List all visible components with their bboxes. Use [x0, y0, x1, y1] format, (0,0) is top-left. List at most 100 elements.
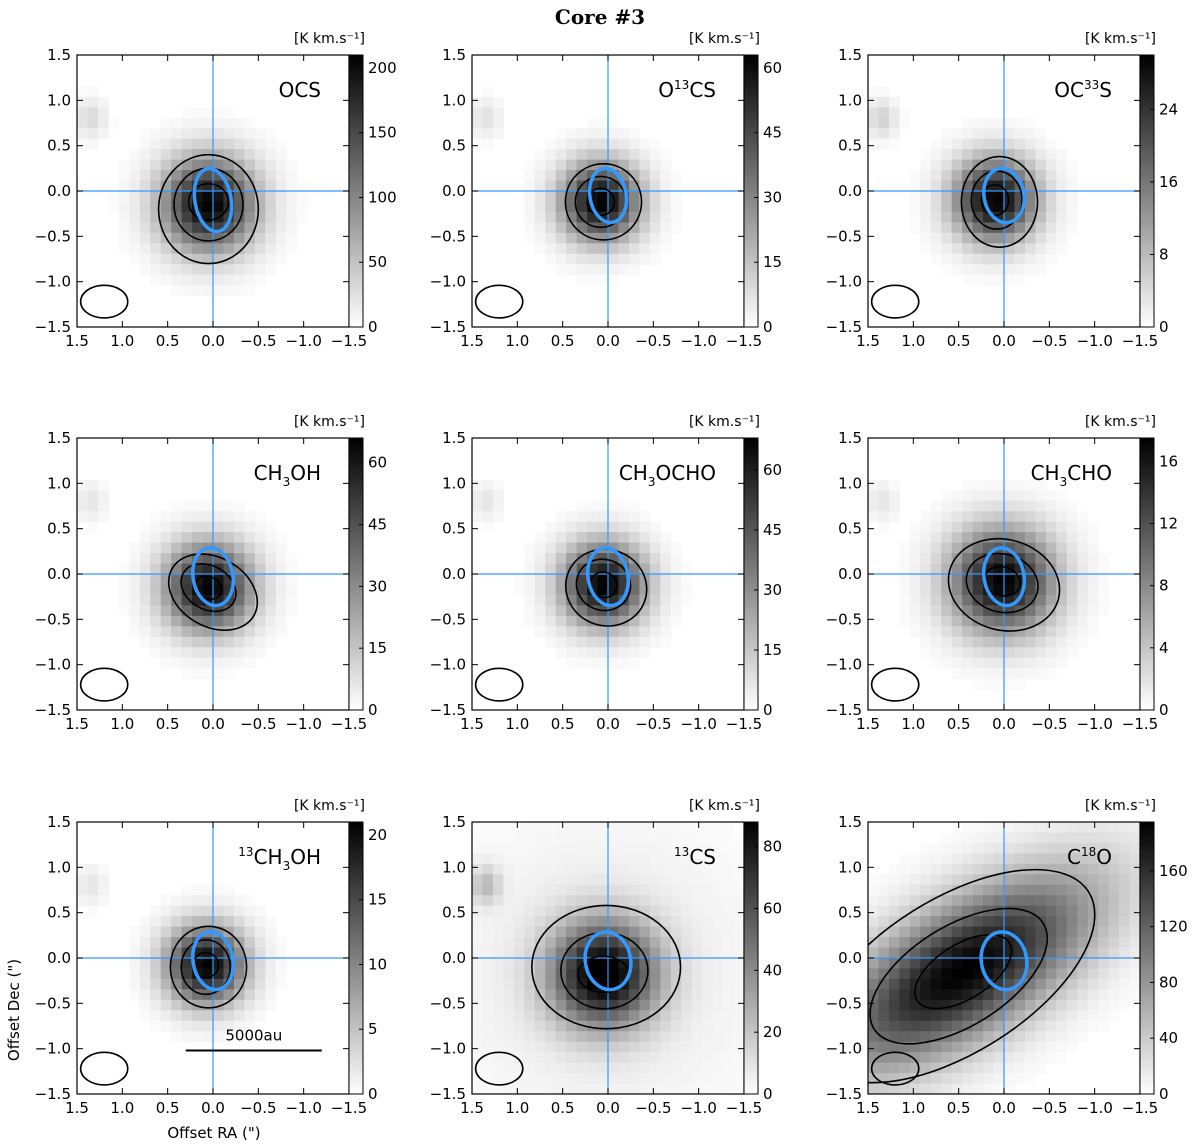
heatmap-cell: [587, 905, 599, 917]
heatmap-cell: [660, 594, 672, 606]
heatmap-cell: [566, 584, 578, 596]
heatmap-cell: [160, 170, 172, 182]
heatmap-cell: [941, 1073, 953, 1085]
heatmap-cell: [868, 500, 880, 512]
y-tick-label: 0.0: [442, 949, 466, 967]
heatmap-cell: [608, 832, 620, 844]
heatmap-cell: [503, 1031, 515, 1043]
heatmap-cell: [482, 1031, 494, 1043]
heatmap-cell: [233, 542, 245, 554]
heatmap-cell: [670, 842, 682, 854]
heatmap-cell: [868, 884, 880, 896]
heatmap-cell: [534, 853, 546, 865]
heatmap-cell: [1077, 1010, 1089, 1022]
heatmap-cell: [951, 253, 963, 265]
heatmap-cell: [566, 605, 578, 617]
heatmap-cell: [1014, 532, 1026, 544]
heatmap-cell: [181, 149, 193, 161]
heatmap-cell: [899, 884, 911, 896]
heatmap-cell: [941, 636, 953, 648]
heatmap-cell: [181, 884, 193, 896]
heatmap-cell: [1087, 926, 1099, 938]
heatmap-cell: [888, 96, 900, 108]
heatmap-cell: [670, 874, 682, 886]
heatmap-cell: [171, 916, 183, 928]
heatmap-cell: [930, 647, 942, 659]
heatmap-cell: [492, 1020, 504, 1032]
colorbar-tick-label: 0: [763, 1085, 773, 1103]
heatmap-cell: [118, 563, 130, 575]
heatmap-cell: [160, 584, 172, 596]
heatmap-cell: [597, 563, 609, 575]
heatmap-cell: [1098, 605, 1110, 617]
heatmap-cell: [993, 1041, 1005, 1053]
heatmap-cell: [597, 594, 609, 606]
heatmap-cell: [1014, 668, 1026, 680]
heatmap-cell: [597, 647, 609, 659]
heatmap-cell: [1077, 511, 1089, 523]
heatmap-cell: [608, 553, 620, 565]
heatmap-cell: [660, 822, 672, 834]
x-tick-label: 0.5: [156, 332, 180, 350]
heatmap-cell: [223, 636, 235, 648]
heatmap-cell: [503, 916, 515, 928]
heatmap-cell: [160, 511, 172, 523]
heatmap-cell: [691, 853, 703, 865]
heatmap-cell: [171, 905, 183, 917]
heatmap-cell: [171, 243, 183, 255]
heatmap-cell: [660, 626, 672, 638]
heatmap-cell: [712, 989, 724, 1001]
heatmap-cell: [524, 926, 536, 938]
heatmap-cell: [254, 636, 266, 648]
heatmap-cell: [181, 500, 193, 512]
heatmap-cell: [941, 128, 953, 140]
heatmap-cell: [171, 500, 183, 512]
heatmap-cell: [670, 191, 682, 203]
heatmap-cell: [972, 1020, 984, 1032]
heatmap-cell: [275, 542, 287, 554]
heatmap-cell: [545, 170, 557, 182]
heatmap-cell: [1077, 563, 1089, 575]
heatmap-cell: [597, 1010, 609, 1022]
colorbar-tick-label: 4: [1159, 639, 1169, 657]
heatmap-cell: [951, 895, 963, 907]
heatmap-cell: [723, 1041, 735, 1053]
y-tick-label: 1.5: [47, 46, 71, 64]
heatmap-cell: [930, 874, 942, 886]
heatmap-cell: [941, 138, 953, 150]
heatmap-cell: [244, 563, 256, 575]
heatmap-cell: [244, 1010, 256, 1022]
colorbar: [348, 821, 364, 1095]
x-tick-label: −1.0: [680, 1099, 716, 1117]
heatmap-cell: [962, 264, 974, 276]
heatmap-cell: [639, 937, 651, 949]
heatmap-cell: [597, 916, 609, 928]
heatmap-cell: [681, 822, 693, 834]
heatmap-cell: [1119, 937, 1131, 949]
heatmap-cell: [1087, 947, 1099, 959]
heatmap-cell: [878, 884, 890, 896]
heatmap-cell: [993, 884, 1005, 896]
colorbar-tick-label: 20: [763, 1023, 782, 1041]
heatmap-cell: [576, 274, 588, 286]
heatmap-cell: [213, 615, 225, 627]
heatmap-cell: [983, 274, 995, 286]
heatmap-cell: [660, 542, 672, 554]
heatmap-cell: [951, 243, 963, 255]
heatmap-cell: [503, 832, 515, 844]
heatmap-cell: [951, 574, 963, 586]
heatmap-cell: [503, 1041, 515, 1053]
heatmap-cell: [1045, 553, 1057, 565]
heatmap-cell: [1024, 926, 1036, 938]
heatmap-cell: [972, 1062, 984, 1074]
heatmap-cell: [1024, 542, 1036, 554]
heatmap-cell: [951, 159, 963, 171]
heatmap-cell: [920, 521, 932, 533]
heatmap-cell: [192, 500, 204, 512]
heatmap-cell: [608, 1062, 620, 1074]
colorbar-unit-label: [K km.s⁻¹]: [689, 414, 760, 430]
heatmap-cell: [733, 884, 744, 896]
heatmap-cell: [587, 1052, 599, 1064]
heatmap-cell: [1087, 563, 1099, 575]
heatmap-cell: [878, 1052, 890, 1064]
